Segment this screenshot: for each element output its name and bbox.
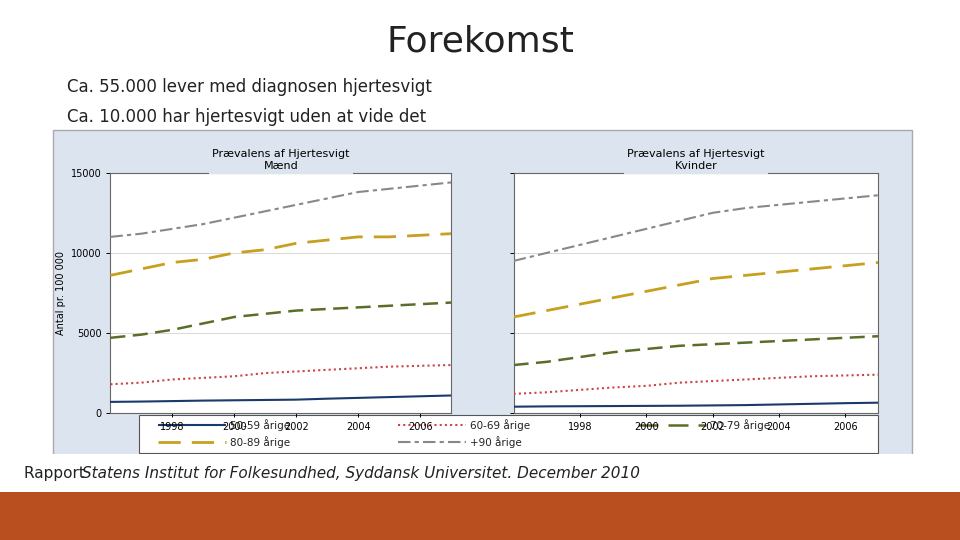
Text: Forekomst: Forekomst [386, 24, 574, 58]
Bar [0, 492, 960, 540]
Text: Rapport: Rapport [24, 466, 89, 481]
Y-axis label: Antal pr. 100 000: Antal pr. 100 000 [57, 251, 66, 335]
Text: 60-69 årige: 60-69 årige [470, 420, 531, 431]
Text: 80-89 årige: 80-89 årige [230, 436, 291, 448]
Text: 70-79 årige: 70-79 årige [710, 420, 771, 431]
Text: 50-59 årige: 50-59 årige [230, 420, 291, 431]
Bar [0, 454, 960, 494]
Text: Statens Institut for Folkesundhed, Syddansk Universitet. December 2010: Statens Institut for Folkesundhed, Sydda… [82, 466, 639, 481]
Title: Prævalens af Hjertesvigt
Mænd: Prævalens af Hjertesvigt Mænd [212, 149, 349, 171]
Text: +90 årige: +90 årige [470, 436, 522, 448]
Text: Kalenderår: Kalenderår [445, 420, 515, 433]
Text: Ca. 55.000 lever med diagnosen hjertesvigt: Ca. 55.000 lever med diagnosen hjertesvi… [67, 78, 432, 96]
Title: Prævalens af Hjertesvigt
Kvinder: Prævalens af Hjertesvigt Kvinder [627, 149, 765, 171]
Bar [53, 130, 912, 456]
Bar [139, 415, 878, 453]
Text: Ca. 10.000 har hjertesvigt uden at vide det: Ca. 10.000 har hjertesvigt uden at vide … [67, 108, 426, 126]
